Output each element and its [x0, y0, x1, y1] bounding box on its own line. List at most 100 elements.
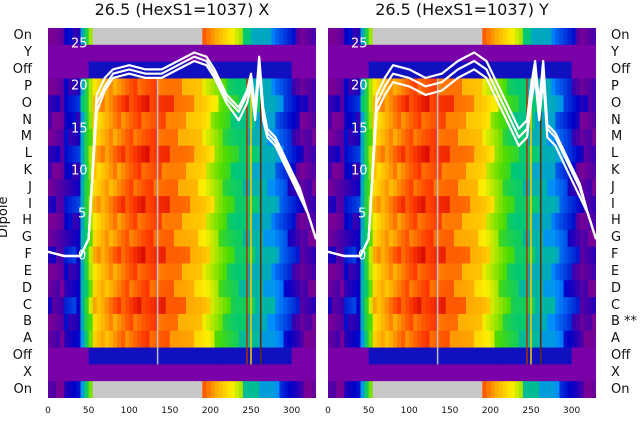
heatmap-cell [490, 381, 496, 398]
heatmap-cell [380, 213, 386, 231]
heatmap-cell [474, 162, 479, 180]
heatmap-cell [279, 280, 285, 298]
heatmap-cell [283, 229, 289, 248]
heatmap-cell [445, 280, 451, 298]
heatmap-cell [364, 145, 370, 164]
heatmap-cell [413, 364, 418, 382]
heatmap-cell [328, 297, 333, 315]
heatmap-cell [482, 364, 487, 382]
heatmap-cell [575, 313, 581, 332]
heatmap-cell [76, 61, 82, 80]
heatmap-cell [388, 44, 394, 63]
heatmap-cell [88, 364, 94, 382]
heatmap-cell [210, 246, 216, 265]
heatmap-cell [218, 213, 224, 231]
heatmap-cell [84, 179, 90, 197]
heatmap-cell [555, 347, 561, 365]
heatmap-cell [486, 145, 492, 164]
heatmap-cell [535, 44, 540, 63]
heatmap-cell [478, 28, 483, 46]
heatmap-cell [462, 330, 467, 349]
heatmap-cell [510, 128, 516, 147]
heatmap-cell [551, 112, 556, 130]
heatmap-cell [441, 280, 447, 298]
heatmap-cell [165, 128, 171, 147]
heatmap-cell [76, 112, 82, 130]
heatmap-cell [194, 364, 199, 382]
row-label: M [20, 129, 32, 145]
heatmap-cell [133, 297, 138, 315]
heatmap-cell [332, 364, 337, 382]
heatmap-cell [372, 364, 378, 382]
heatmap-cell [457, 78, 463, 96]
heatmap-cell [68, 280, 73, 298]
heatmap-cell [226, 347, 232, 365]
heatmap-cell [100, 229, 106, 248]
heatmap-cell [587, 263, 593, 281]
heatmap-cell [429, 95, 435, 113]
heatmap-cell [494, 213, 500, 231]
heatmap-cell [64, 229, 69, 248]
heatmap-cell [108, 28, 114, 46]
heatmap-cell [255, 128, 260, 147]
heatmap-cell [299, 213, 305, 231]
heatmap-cell [56, 28, 61, 46]
heatmap-cell [531, 263, 536, 281]
heatmap-cell [401, 28, 406, 46]
heatmap-cell [417, 128, 422, 147]
y-tick-label: 0 [358, 248, 367, 264]
heatmap-cell [214, 61, 220, 80]
heatmap-cell [328, 330, 333, 349]
heatmap-cell [283, 330, 289, 349]
heatmap-cell [76, 330, 82, 349]
heatmap-cell [112, 381, 118, 398]
heatmap-cell [230, 330, 236, 349]
heatmap-cell [510, 263, 516, 281]
heatmap-cell [563, 179, 569, 197]
heatmap-cell [210, 44, 216, 63]
heatmap-cell [194, 128, 199, 147]
heatmap-cell [121, 44, 126, 63]
heatmap-cell [275, 95, 281, 113]
heatmap-cell [108, 364, 114, 382]
heatmap-cell [360, 162, 366, 180]
heatmap-cell [551, 179, 556, 197]
heatmap-cell [157, 297, 163, 315]
heatmap-cell [214, 95, 220, 113]
heatmap-cell [145, 28, 151, 46]
heatmap-cell [409, 44, 414, 63]
heatmap-cell [587, 28, 593, 46]
heatmap-cell [64, 297, 69, 315]
heatmap-cell [279, 263, 285, 281]
heatmap-cell [307, 381, 313, 398]
heatmap-cell [445, 263, 451, 281]
heatmap-cell [84, 381, 90, 398]
heatmap-cell [129, 162, 134, 180]
heatmap-cell [474, 280, 479, 298]
heatmap-cell [72, 61, 78, 80]
heatmap-cell [417, 44, 422, 63]
heatmap-cell [551, 381, 556, 398]
heatmap-cell [453, 229, 459, 248]
heatmap-cell [242, 128, 248, 147]
heatmap-cell [384, 78, 390, 96]
heatmap-cell [129, 263, 134, 281]
heatmap-cell [417, 229, 422, 248]
row-label: H [611, 213, 621, 229]
heatmap-cell [510, 162, 516, 180]
heatmap-cell [137, 179, 142, 197]
heatmap-cell [405, 78, 410, 96]
heatmap-cell [425, 246, 431, 265]
heatmap-cell [96, 364, 102, 382]
heatmap-cell [271, 78, 276, 96]
heatmap-cell [177, 364, 183, 382]
heatmap-cell [401, 381, 406, 398]
heatmap-cell [453, 364, 459, 382]
heatmap-cell [48, 112, 53, 130]
heatmap-cell [332, 162, 337, 180]
heatmap-cell [242, 162, 248, 180]
heatmap-cell [64, 28, 69, 46]
heatmap-cell [145, 297, 151, 315]
heatmap-cell [535, 179, 540, 197]
heatmap-cell [522, 297, 528, 315]
